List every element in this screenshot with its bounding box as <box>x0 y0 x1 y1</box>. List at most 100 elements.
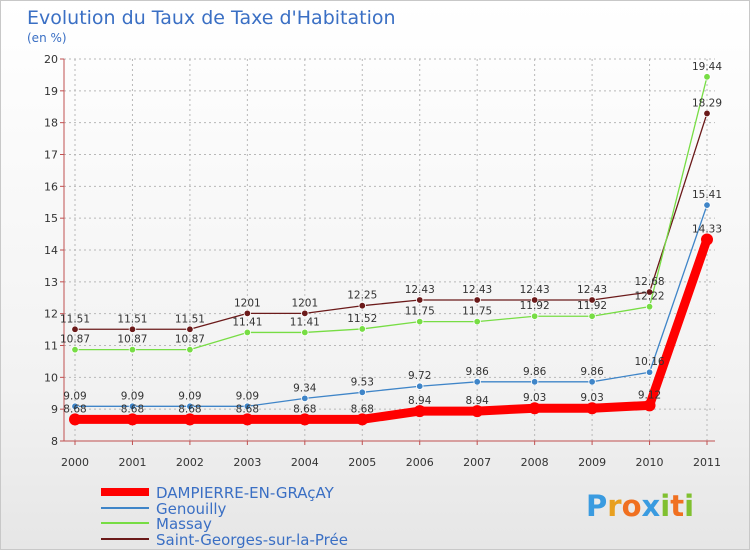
data-label: 19.44 <box>692 61 722 73</box>
data-point <box>643 399 656 412</box>
data-point <box>356 413 369 426</box>
y-tick-label: 15 <box>44 212 58 225</box>
data-point <box>471 405 484 418</box>
y-tick-label: 17 <box>44 149 58 162</box>
data-label: 8.94 <box>465 395 489 407</box>
data-point <box>128 345 137 354</box>
proxiti-logo: Proxiti <box>586 489 694 523</box>
data-point <box>473 378 481 386</box>
data-point <box>703 109 711 118</box>
data-label: 15.41 <box>692 189 722 201</box>
data-point <box>645 368 654 376</box>
x-tick-label: 2002 <box>176 456 204 469</box>
data-label: 11.52 <box>347 313 377 325</box>
data-label: 9.86 <box>465 366 489 378</box>
data-label: 9.09 <box>236 390 259 402</box>
data-label: 8.68 <box>351 403 374 415</box>
data-label: 9.09 <box>121 390 144 402</box>
data-label: 18.29 <box>692 97 722 109</box>
legend-label: Genouilly <box>156 500 227 518</box>
data-label: 12.43 <box>520 284 550 296</box>
data-label: 8.68 <box>121 403 144 415</box>
data-label: 11.75 <box>462 306 492 318</box>
data-point <box>358 325 366 333</box>
series-line-0 <box>75 238 712 424</box>
data-label: 10.87 <box>117 334 147 346</box>
x-tick-label: 2009 <box>578 456 606 469</box>
data-point <box>703 201 711 209</box>
data-point <box>416 382 424 390</box>
logo-letter: t <box>670 489 685 523</box>
data-point <box>186 402 194 411</box>
y-tick-label: 16 <box>44 180 58 193</box>
data-point <box>128 402 137 411</box>
data-point <box>588 312 596 320</box>
data-label: 9.53 <box>351 376 374 388</box>
data-point <box>588 296 596 304</box>
data-point <box>301 328 309 337</box>
y-tick-label: 10 <box>44 371 58 384</box>
y-tick-label: 11 <box>44 340 58 353</box>
data-point <box>243 309 252 318</box>
data-label: 10.16 <box>635 356 665 368</box>
data-label: 8.68 <box>236 403 259 415</box>
y-tick-label: 9 <box>51 403 58 416</box>
data-point <box>588 378 596 386</box>
logo-letter: r <box>607 489 622 523</box>
data-label: 9.72 <box>408 370 431 382</box>
x-tick-label: 2004 <box>291 456 319 469</box>
data-point <box>528 402 541 415</box>
y-tick-label: 12 <box>44 308 58 321</box>
data-point <box>71 345 79 354</box>
data-label: 8.94 <box>408 395 432 407</box>
data-label: 1201 <box>291 297 318 309</box>
data-label: 10.87 <box>60 334 90 346</box>
data-label: 9.09 <box>178 390 201 402</box>
data-label: 11.51 <box>60 313 90 325</box>
x-tick-label: 2005 <box>348 456 376 469</box>
data-label: 12.22 <box>635 291 665 303</box>
data-label: 8.68 <box>178 403 201 415</box>
data-point <box>645 302 654 311</box>
x-tick-label: 2007 <box>463 456 491 469</box>
data-point <box>71 325 79 333</box>
data-label: 9.34 <box>293 382 317 394</box>
data-point <box>358 388 366 396</box>
data-point <box>413 405 426 418</box>
data-label: 11.41 <box>290 316 320 328</box>
data-label: 12.68 <box>635 276 665 288</box>
data-point <box>703 73 711 81</box>
chart-subtitle: (en %) <box>27 31 67 45</box>
data-label: 12.43 <box>462 284 492 296</box>
data-label: 10.87 <box>175 334 205 346</box>
data-label: 8.68 <box>293 403 316 415</box>
data-point <box>530 312 539 320</box>
logo-letter: x <box>641 489 661 523</box>
data-label: 11.51 <box>117 313 147 325</box>
logo-letter: o <box>621 489 642 523</box>
data-point <box>416 296 424 304</box>
data-point <box>126 413 139 426</box>
data-point <box>586 402 599 415</box>
data-label: 11.41 <box>232 316 262 328</box>
series-line-3 <box>75 113 708 330</box>
x-tick-label: 2003 <box>233 456 261 469</box>
data-label: 11.75 <box>405 306 435 318</box>
chart-title: Evolution du Taux de Taxe d'Habitation <box>27 7 396 29</box>
y-tick-label: 20 <box>44 53 58 66</box>
data-point <box>183 413 196 426</box>
data-point <box>301 309 309 318</box>
data-point <box>473 317 481 326</box>
logo-letter: i <box>684 489 695 523</box>
data-point <box>301 394 309 403</box>
data-label: 12.43 <box>405 284 435 296</box>
data-point <box>473 296 481 304</box>
x-tick-label: 2006 <box>406 456 434 469</box>
data-point <box>530 296 539 304</box>
data-point <box>186 325 194 333</box>
data-label: 9.12 <box>638 389 661 401</box>
data-point <box>358 302 366 310</box>
data-point <box>416 317 424 326</box>
x-tick-label: 2001 <box>118 456 146 469</box>
